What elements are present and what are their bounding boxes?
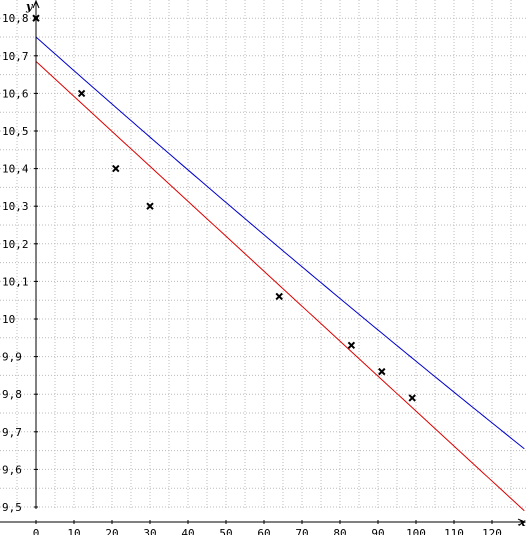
data-point-stroke (77, 89, 86, 98)
grid-lines (0, 0, 526, 509)
y-tick-label: 10,4 (2, 163, 29, 176)
y-tick-label: 9,8 (2, 388, 22, 401)
data-point (112, 164, 120, 173)
linear-fit-curve (35, 61, 525, 512)
x-tick-label: 90 (371, 527, 384, 535)
data-point (146, 202, 154, 210)
y-tick-label: 10,7 (2, 50, 29, 63)
data-point (32, 14, 40, 22)
y-tick-label: 10,5 (2, 125, 29, 138)
data-point (275, 292, 283, 301)
y-axis-label: y (25, 0, 34, 13)
y-axis-arrow (32, 0, 40, 9)
x-tick-label: 120 (482, 527, 502, 535)
x-axis-label: x (518, 516, 526, 529)
y-tick-label: 10,2 (2, 238, 29, 251)
data-point-stroke (275, 292, 283, 301)
data-point (408, 394, 416, 402)
data-point-stroke (408, 394, 416, 402)
x-tick-label: 40 (181, 527, 194, 535)
y-tick-label: 10,3 (2, 200, 29, 213)
tick-labels: 0 10 20 30 40 50 60 70 80 90 100 110 120 9,5 9,6 9,7 9,8… (2, 12, 502, 535)
data-point (378, 367, 386, 376)
data-point (77, 89, 86, 98)
fit-curves (35, 36, 525, 512)
x-tick-label: 80 (333, 527, 346, 535)
y-tick-label: 10,1 (2, 275, 29, 288)
exponential-fit-curve (35, 36, 525, 450)
y-tick-label: 10,6 (2, 87, 29, 100)
data-points (32, 14, 416, 402)
x-tick-label: 10 (67, 527, 80, 535)
x-tick-label: 0 (33, 527, 40, 535)
y-tick-label: 10,8 (2, 12, 29, 25)
y-tick-label: 9,9 (2, 351, 22, 364)
y-tick-label: 10 (2, 313, 15, 326)
y-tick-label: 9,7 (2, 426, 22, 439)
x-axis-arrow (517, 518, 527, 526)
data-point-stroke (378, 367, 386, 376)
x-tick-label: 110 (444, 527, 464, 535)
y-tick-label: 9,5 (2, 501, 22, 514)
x-tick-label: 30 (143, 527, 156, 535)
data-point-stroke (112, 164, 120, 173)
x-tick-label: 100 (406, 527, 426, 535)
x-tick-label: 70 (295, 527, 308, 535)
x-tick-label: 60 (257, 527, 270, 535)
data-point (347, 341, 356, 350)
data-point-stroke (146, 202, 154, 210)
x-tick-label: 50 (219, 527, 232, 535)
data-point-stroke (347, 341, 356, 350)
y-tick-label: 9,6 (2, 463, 22, 476)
x-tick-label: 20 (105, 527, 118, 535)
data-point-stroke (32, 14, 40, 22)
